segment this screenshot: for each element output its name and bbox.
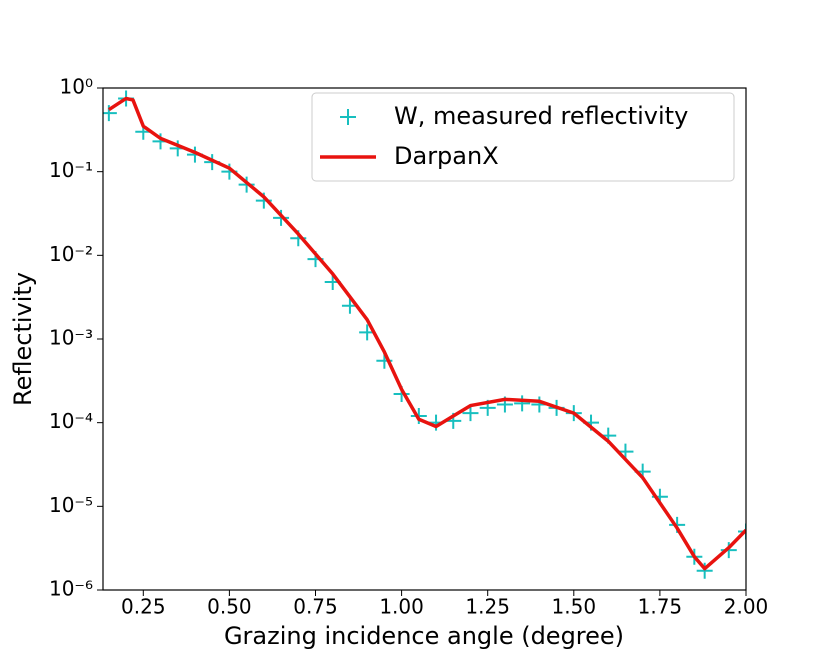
x-tick-label: 0.25	[121, 595, 166, 619]
legend-label: DarpanX	[394, 142, 499, 170]
legend-box	[311, 92, 735, 182]
x-tick-label: 0.50	[207, 595, 252, 619]
y-tick-label: 10⁻⁶	[49, 577, 93, 601]
axes-frame	[102, 87, 747, 591]
x-tick-label: 1.25	[465, 595, 510, 619]
legend-label: W, measured reflectivity	[394, 102, 688, 130]
y-tick-label: 10⁻²	[49, 242, 93, 266]
marker	[696, 562, 713, 579]
y-tick-label: 10⁻¹	[49, 158, 93, 182]
y-tick-label: 10⁻³	[49, 326, 93, 350]
x-tick-label: 1.50	[552, 595, 597, 619]
marker	[462, 405, 479, 422]
x-tick-label: 0.75	[293, 595, 338, 619]
y-tick-label: 10⁻⁴	[49, 409, 93, 433]
x-tick-label: 2.00	[724, 595, 769, 619]
marker	[514, 395, 531, 412]
legend-marker	[340, 109, 356, 125]
line	[107, 96, 746, 571]
y-tick-label: 10⁰	[60, 75, 93, 99]
y-axis-label: Reflectivity	[9, 272, 37, 406]
marker	[738, 523, 746, 540]
y-tick-label: 10⁻⁵	[49, 493, 93, 517]
x-tick-label: 1.75	[638, 595, 683, 619]
x-tick-label: 1.00	[379, 595, 424, 619]
x-axis-label: Grazing incidence angle (degree)	[224, 622, 624, 650]
plot-area	[103, 90, 746, 579]
